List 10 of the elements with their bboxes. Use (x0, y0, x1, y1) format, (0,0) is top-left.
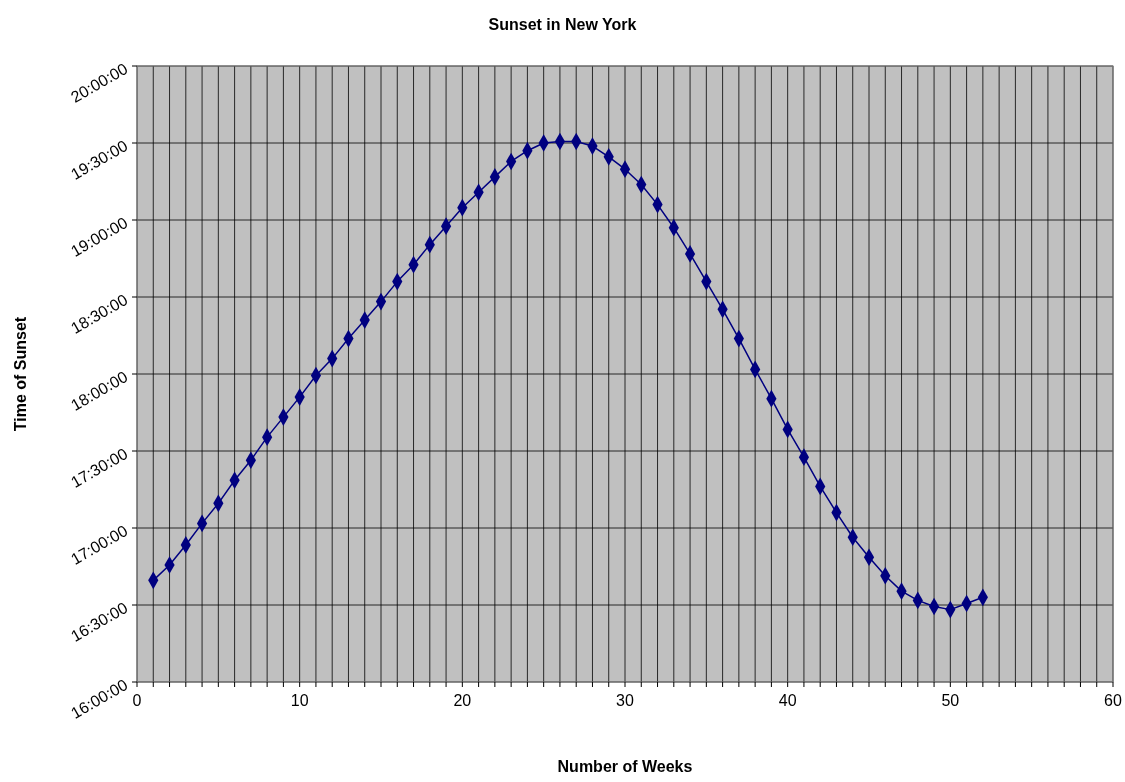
x-tick-label: 10 (290, 692, 309, 709)
x-tick-label: 40 (778, 692, 797, 709)
x-tick-label: 50 (941, 692, 960, 709)
x-axis-title: Number of Weeks (557, 758, 693, 775)
chart-title: Sunset in New York (488, 16, 637, 33)
x-tick-label: 0 (132, 692, 142, 709)
x-tick-label: 60 (1104, 692, 1122, 709)
x-tick-label: 20 (453, 692, 472, 709)
x-tick-label: 30 (616, 692, 634, 709)
y-axis-title: Time of Sunset (12, 316, 29, 432)
